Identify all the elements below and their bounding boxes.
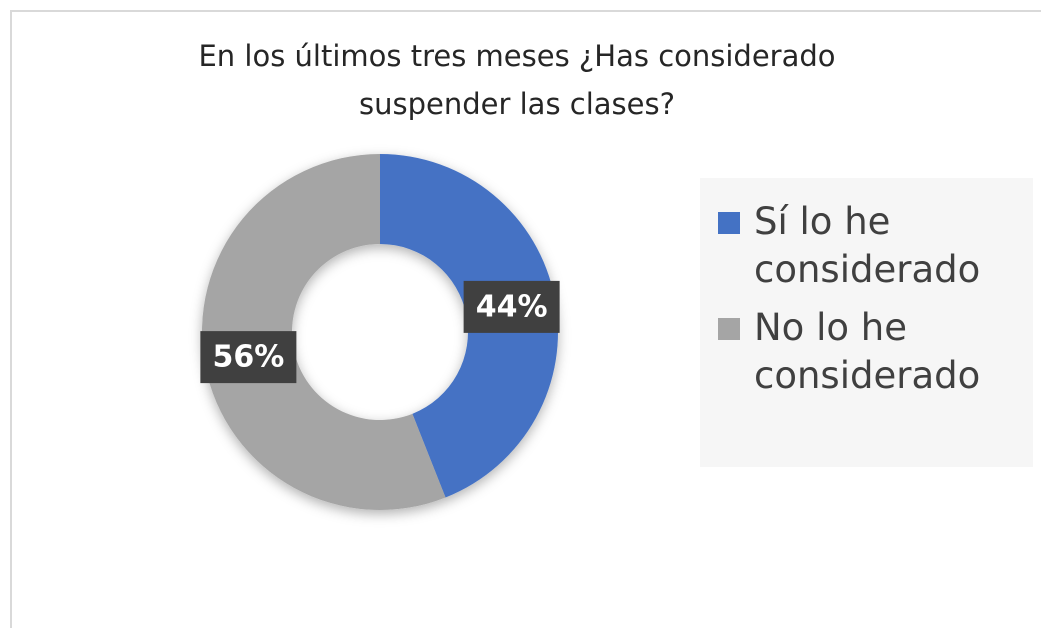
legend-label: No lo he considerado [754, 306, 981, 397]
data-label-box [200, 331, 297, 384]
data-label: 44% [476, 289, 548, 324]
chart: 44% 56% [200, 154, 560, 510]
legend: Sí lo he considerado No lo he considerado [700, 178, 1033, 467]
legend-item: No lo he considerado [718, 304, 1033, 400]
frame [10, 10, 1041, 628]
legend-item: Sí lo he considerado [718, 198, 1033, 294]
legend-swatch [718, 318, 740, 340]
data-label-box [463, 280, 560, 333]
legend-label: Sí lo he considerado [754, 200, 981, 291]
data-label: 56% [212, 340, 284, 375]
slice [202, 154, 446, 510]
data-labels: 44% 56% [200, 280, 560, 384]
chart-title: En los últimos tres meses ¿Has considera… [198, 39, 836, 121]
legend-swatch [718, 212, 740, 234]
